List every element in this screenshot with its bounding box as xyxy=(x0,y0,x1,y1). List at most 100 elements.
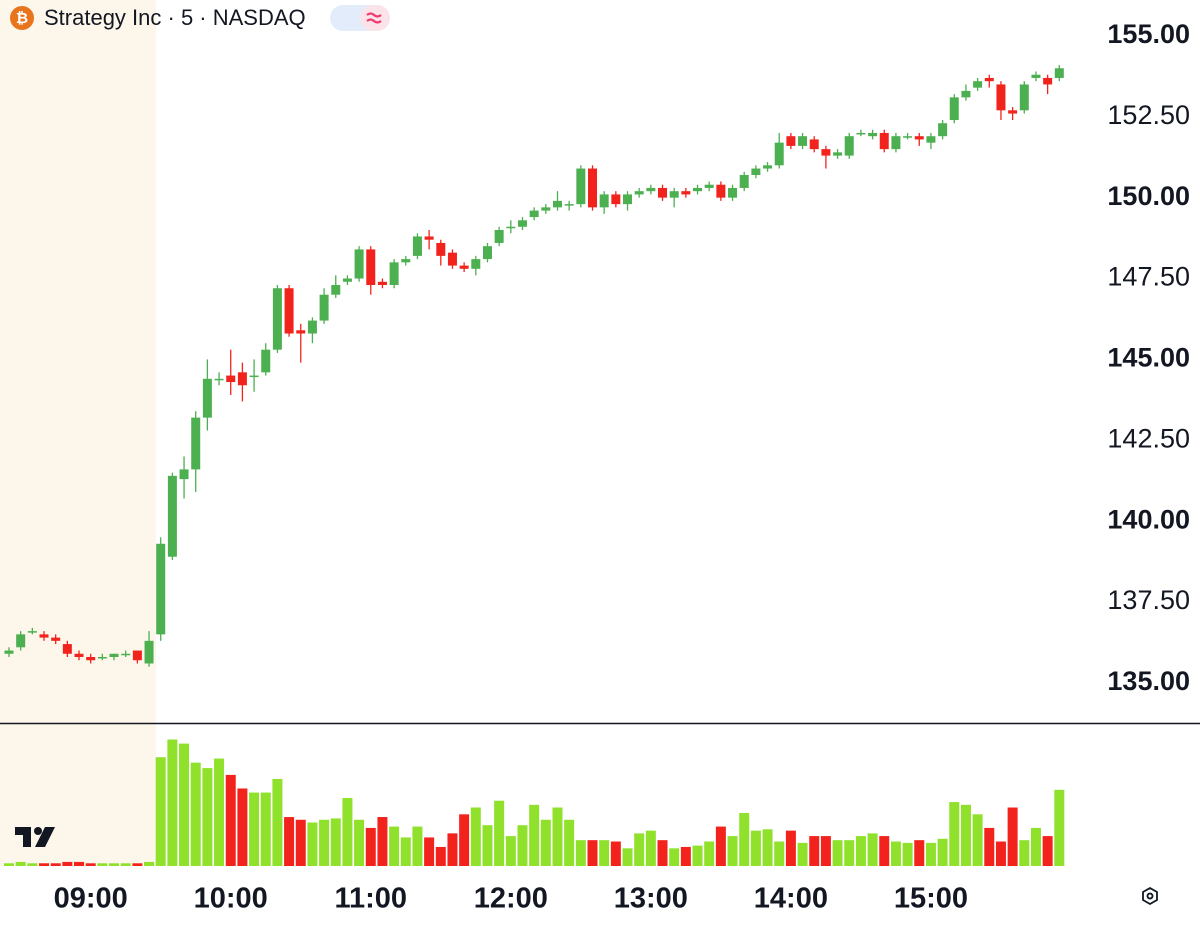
volume-bar xyxy=(820,836,831,866)
volume-bar xyxy=(622,848,633,866)
candle-body xyxy=(1054,68,1064,78)
candle-body xyxy=(202,378,212,418)
candle-body xyxy=(1031,74,1041,78)
candle-body xyxy=(763,165,773,169)
volume-bar xyxy=(1030,827,1041,866)
volume-bar xyxy=(540,819,551,866)
candle-body xyxy=(86,657,96,661)
candle-body xyxy=(669,191,679,198)
volume-bar xyxy=(564,819,575,866)
y-tick-label: 142.50 xyxy=(1107,423,1190,453)
volume-bar xyxy=(342,798,353,866)
candle-body xyxy=(307,320,317,334)
volume-bar xyxy=(925,842,936,866)
volume-bar xyxy=(202,768,213,866)
candle-body xyxy=(319,294,329,321)
candle-body xyxy=(459,265,469,269)
candle-body xyxy=(973,81,983,88)
x-tick-label: 10:00 xyxy=(194,883,268,915)
tradingview-logo[interactable] xyxy=(15,827,55,847)
candle-body xyxy=(658,187,668,198)
volume-bar xyxy=(774,841,785,866)
candle-body xyxy=(739,175,749,188)
volume-bar xyxy=(1054,789,1065,866)
volume-bar xyxy=(832,840,843,866)
volume-bar xyxy=(272,778,283,866)
volume-bar xyxy=(750,830,761,866)
candle-body xyxy=(576,168,586,205)
candle-body xyxy=(366,249,376,285)
symbol-title[interactable]: Strategy Inc · 5 · NASDAQ xyxy=(44,5,306,30)
volume-bar xyxy=(809,836,820,866)
volume-bar xyxy=(155,757,166,866)
volume-bar xyxy=(960,804,971,866)
volume-bar xyxy=(85,863,96,866)
candle-body xyxy=(74,653,84,658)
candle-body xyxy=(424,236,434,240)
volume-bar xyxy=(377,817,388,866)
candle-body xyxy=(4,650,14,654)
candle-body xyxy=(728,187,738,198)
volume-bar xyxy=(587,840,598,866)
candle-body xyxy=(809,139,819,150)
candle-body xyxy=(226,375,236,383)
volume-bar xyxy=(949,802,960,866)
status-pill-right xyxy=(360,5,390,31)
volume-bar xyxy=(914,840,925,866)
candle-body xyxy=(704,184,714,188)
volume-bar xyxy=(902,842,913,866)
candle-body xyxy=(786,136,796,146)
volume-bar xyxy=(424,837,435,866)
volume-bar xyxy=(482,825,493,866)
volume-bar xyxy=(389,826,400,866)
x-tick-label: 14:00 xyxy=(754,883,828,915)
candle-body xyxy=(996,84,1006,111)
candle-body xyxy=(249,375,259,378)
candle-body xyxy=(39,634,49,638)
candle-body xyxy=(436,242,446,256)
x-tick-label: 11:00 xyxy=(334,883,407,915)
volume-bar xyxy=(4,863,14,866)
y-tick-label: 145.00 xyxy=(1107,343,1190,373)
candle-body xyxy=(949,97,959,121)
volume-bar xyxy=(575,840,586,866)
volume-bar xyxy=(237,788,248,866)
x-tick-label: 12:00 xyxy=(474,883,548,915)
volume-bar xyxy=(74,861,85,866)
candle-body xyxy=(634,191,644,195)
volume-bar xyxy=(144,861,155,866)
x-tick-label: 15:00 xyxy=(894,883,968,915)
volume-bar xyxy=(132,863,143,866)
volume-bar xyxy=(365,827,376,866)
candle-body xyxy=(856,132,866,135)
candle-body xyxy=(984,77,994,82)
logo-glyph: ₿ xyxy=(16,10,28,27)
candle-body xyxy=(623,194,633,205)
plot xyxy=(4,65,1065,866)
candle-body xyxy=(681,191,691,195)
volume-bar xyxy=(50,863,61,866)
candle-body xyxy=(296,330,306,334)
volume-bar xyxy=(97,863,108,866)
candle-body xyxy=(237,372,247,386)
candle-body xyxy=(611,194,621,205)
volume-bar xyxy=(249,792,260,866)
volume-bar xyxy=(552,807,563,866)
premarket-shade xyxy=(0,0,156,866)
settings-button[interactable] xyxy=(1142,886,1158,906)
candle-body xyxy=(588,168,597,208)
candle-body xyxy=(331,284,341,295)
volume-bar xyxy=(890,841,901,866)
volume-bar xyxy=(762,829,773,866)
volume-bar xyxy=(715,826,726,866)
y-tick-label: 150.00 xyxy=(1107,181,1190,211)
candle-body xyxy=(342,278,352,282)
candle-body xyxy=(868,132,878,137)
volume-bar xyxy=(657,840,668,866)
candle-body xyxy=(156,543,166,635)
volume-bar xyxy=(120,863,131,866)
volume-bar xyxy=(39,863,50,866)
candle-body xyxy=(109,653,119,658)
candle-body xyxy=(517,220,527,227)
volume-bar xyxy=(447,833,458,866)
